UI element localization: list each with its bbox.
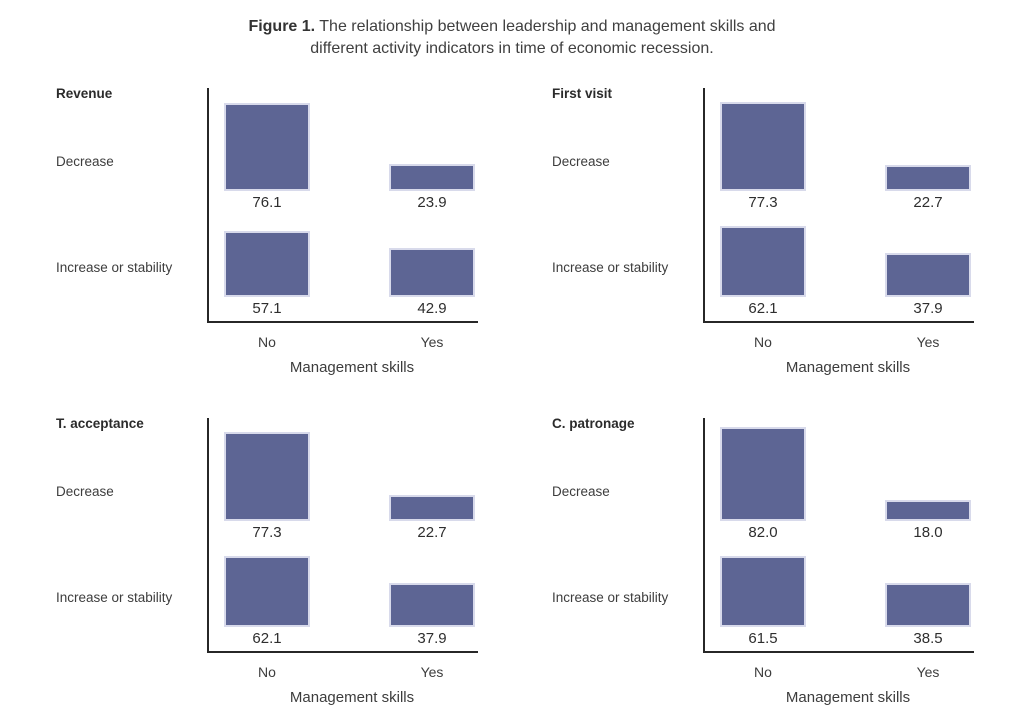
row-label-decrease: Decrease	[552, 154, 610, 169]
x-axis-title: Management skills	[785, 689, 911, 706]
value-label-decrease-yes: 23.9	[417, 194, 447, 211]
x-tick-yes: Yes	[916, 334, 940, 350]
value-label-increase-or-stability-yes: 37.9	[417, 630, 447, 647]
panel-title-t-acceptance: T. acceptance	[56, 416, 144, 431]
row-label-increase-or-stability: Increase or stability	[552, 260, 669, 275]
bar-increase-or-stability-yes	[389, 583, 475, 627]
value-label-increase-or-stability-yes: 42.9	[417, 300, 447, 317]
value-label-decrease-yes: 22.7	[417, 524, 447, 541]
row-label-decrease: Decrease	[56, 154, 114, 169]
value-label-increase-or-stability-yes: 38.5	[913, 630, 943, 647]
x-axis-title: Management skills	[289, 359, 415, 376]
row-label-decrease: Decrease	[56, 484, 114, 499]
x-axis-title: Management skills	[289, 689, 415, 706]
x-tick-yes: Yes	[916, 664, 940, 680]
bar-decrease-no	[224, 432, 310, 521]
bar-increase-or-stability-no	[224, 231, 310, 297]
row-label-increase-or-stability: Increase or stability	[552, 590, 669, 605]
value-label-decrease-yes: 18.0	[913, 524, 943, 541]
y-axis-line	[207, 418, 209, 653]
panel-c-patronage: C. patronage Decrease 82.0 18.0 Increase or …	[552, 416, 997, 716]
figure-title: Figure 1. The relationship between leade…	[0, 16, 1024, 60]
value-label-decrease-yes: 22.7	[913, 194, 943, 211]
bar-decrease-no	[720, 102, 806, 191]
x-tick-no: No	[258, 334, 276, 350]
value-label-decrease-no: 76.1	[252, 194, 282, 211]
panel-title-first-visit: First visit	[552, 86, 613, 101]
figure-label: Figure 1.	[248, 18, 316, 35]
x-axis-line	[207, 651, 478, 653]
value-label-increase-or-stability-no: 61.5	[748, 630, 778, 647]
row-label-increase-or-stability: Increase or stability	[56, 260, 173, 275]
value-label-decrease-no: 77.3	[252, 524, 282, 541]
value-label-increase-or-stability-yes: 37.9	[913, 300, 943, 317]
bar-decrease-yes	[885, 500, 971, 521]
value-label-decrease-no: 77.3	[748, 194, 778, 211]
x-tick-yes: Yes	[420, 334, 444, 350]
bar-decrease-yes	[885, 165, 971, 191]
figure-caption-line1: The relationship between leadership and …	[315, 18, 776, 35]
bar-decrease-no	[224, 103, 310, 191]
bar-increase-or-stability-no	[224, 556, 310, 627]
bar-decrease-yes	[389, 164, 475, 191]
panel-t-acceptance: T. acceptance Decrease 77.3 22.7 Increase or…	[56, 416, 501, 716]
x-axis-title: Management skills	[785, 359, 911, 376]
value-label-increase-or-stability-no: 62.1	[748, 300, 778, 317]
bar-increase-or-stability-yes	[885, 583, 971, 627]
row-label-increase-or-stability: Increase or stability	[56, 590, 173, 605]
x-tick-no: No	[258, 664, 276, 680]
bar-decrease-no	[720, 427, 806, 521]
x-axis-line	[207, 321, 478, 323]
bar-increase-or-stability-yes	[389, 248, 475, 297]
y-axis-line	[703, 88, 705, 323]
bar-decrease-yes	[389, 495, 475, 521]
panel-title-c-patronage: C. patronage	[552, 416, 635, 431]
figure-title-line1: Figure 1. The relationship between leade…	[0, 16, 1024, 38]
x-tick-no: No	[754, 334, 772, 350]
x-axis-line	[703, 651, 974, 653]
bar-increase-or-stability-no	[720, 556, 806, 627]
y-axis-line	[207, 88, 209, 323]
value-label-increase-or-stability-no: 62.1	[252, 630, 282, 647]
bar-increase-or-stability-no	[720, 226, 806, 297]
value-label-increase-or-stability-no: 57.1	[252, 300, 282, 317]
y-axis-line	[703, 418, 705, 653]
figure-caption-line2: different activity indicators in time of…	[310, 40, 714, 57]
panel-revenue: Revenue Decrease 76.1 23.9 Increase or stabi…	[56, 86, 501, 386]
row-label-decrease: Decrease	[552, 484, 610, 499]
x-tick-yes: Yes	[420, 664, 444, 680]
bar-increase-or-stability-yes	[885, 253, 971, 297]
panel-first-visit: First visit Decrease 77.3 22.7 Increase or s…	[552, 86, 997, 386]
x-axis-line	[703, 321, 974, 323]
value-label-decrease-no: 82.0	[748, 524, 778, 541]
x-tick-no: No	[754, 664, 772, 680]
panel-title-revenue: Revenue	[56, 86, 113, 101]
